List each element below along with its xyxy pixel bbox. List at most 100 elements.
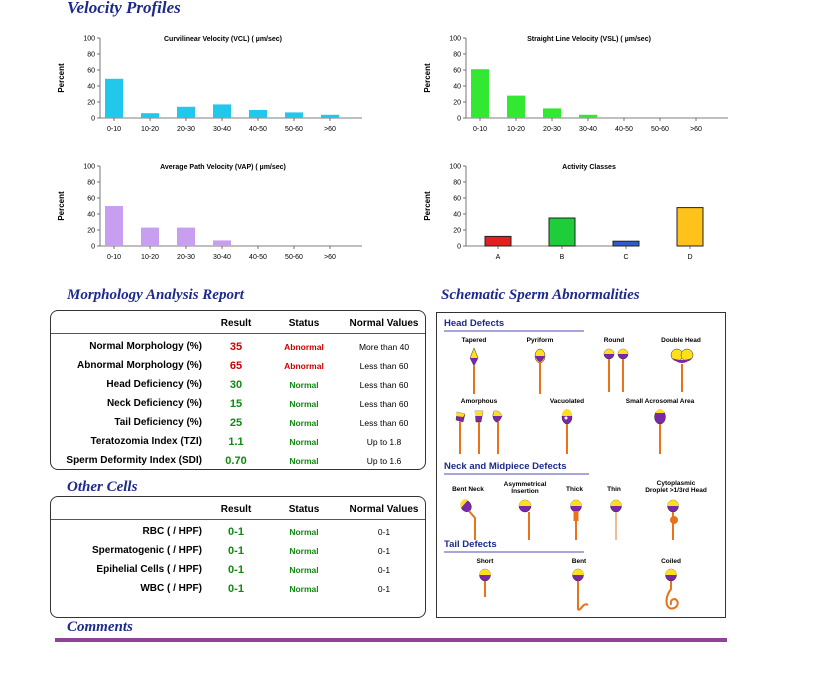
comments-divider bbox=[55, 638, 727, 642]
row-status: Normal bbox=[289, 379, 319, 390]
row-normal-value: Less than 60 bbox=[359, 360, 409, 371]
y-tick-label: 80 bbox=[87, 180, 95, 187]
bar bbox=[141, 227, 159, 246]
label-insertion: Insertion bbox=[511, 488, 539, 495]
y-tick-label: 0 bbox=[91, 244, 95, 251]
y-tick-label: 100 bbox=[449, 164, 461, 171]
schematic-title: Schematic Sperm Abnormalities bbox=[441, 287, 640, 303]
y-axis-label: Percent bbox=[57, 191, 66, 221]
sperm-tapered-icon bbox=[469, 347, 479, 394]
bar bbox=[321, 114, 339, 118]
table-row: Teratozomia Index (TZI) 1.1 Normal Up to 1.… bbox=[52, 432, 422, 451]
neck-defects-title: Neck and Midpiece Defects bbox=[444, 461, 567, 472]
row-normal-value: Up to 1.8 bbox=[366, 436, 402, 447]
bar bbox=[141, 113, 159, 118]
result-header: Result bbox=[220, 318, 252, 329]
row-label: WBC ( / HPF) bbox=[140, 583, 202, 594]
x-tick-label: 40-50 bbox=[249, 254, 267, 261]
morphology-header-row: Result Status Normal Values bbox=[52, 314, 422, 333]
chart-title: Straight Line Velocity (VSL) ( µm/sec) bbox=[527, 36, 651, 43]
row-result: 0-1 bbox=[228, 525, 244, 538]
vsl-chart: Straight Line Velocity (VSL) ( µm/sec) Pe… bbox=[416, 30, 736, 145]
sperm-short-tail-icon bbox=[479, 568, 491, 597]
bar bbox=[507, 95, 525, 118]
row-label: Head Deficiency (%) bbox=[106, 379, 202, 390]
bar bbox=[548, 217, 576, 247]
row-label: Neck Deficiency (%) bbox=[106, 398, 202, 409]
row-result: 1.1 bbox=[228, 435, 244, 448]
row-normal-value: Up to 1.6 bbox=[366, 455, 402, 466]
y-tick-label: 0 bbox=[457, 116, 461, 123]
row-result: 35 bbox=[229, 340, 243, 353]
table-row: Tail Deficiency (%) 25 Normal Less than 60 bbox=[52, 413, 422, 432]
other-cells-title: Other Cells bbox=[67, 479, 138, 495]
x-tick-label: 10-20 bbox=[507, 126, 525, 133]
y-axis-label: Percent bbox=[423, 191, 432, 221]
head-defects-title: Head Defects bbox=[444, 318, 505, 329]
label-pyriform: Pyriform bbox=[526, 337, 554, 344]
x-tick-label: 10-20 bbox=[141, 254, 159, 261]
bar bbox=[676, 207, 704, 247]
row-normal-value: 0-1 bbox=[377, 583, 391, 594]
bar bbox=[213, 240, 231, 246]
velocity-profiles-title: Velocity Profiles bbox=[67, 0, 181, 17]
sperm-double-head-icon bbox=[670, 348, 694, 392]
bar bbox=[177, 227, 195, 246]
row-normal-value: 0-1 bbox=[377, 526, 391, 537]
row-status: Normal bbox=[289, 583, 319, 594]
sperm-vacuolated-icon bbox=[561, 409, 573, 454]
table-row: Normal Morphology (%) 35 Abnormal More than… bbox=[52, 337, 422, 356]
bar bbox=[249, 110, 267, 118]
other-cells-box bbox=[50, 496, 426, 618]
row-normal-value: Less than 60 bbox=[359, 398, 409, 409]
row-result: 0-1 bbox=[228, 563, 244, 576]
y-tick-label: 100 bbox=[83, 36, 95, 43]
bar bbox=[177, 106, 195, 118]
row-status: Normal bbox=[289, 417, 319, 428]
normal-values-header: Normal Values bbox=[349, 504, 419, 515]
other-cells-table: Result Status Normal Values RBC ( / HPF)… bbox=[52, 500, 422, 598]
sperm-small-acrosomal-icon bbox=[654, 409, 666, 454]
table-row: Epihelial Cells ( / HPF) 0-1 Normal 0-1 bbox=[52, 560, 422, 579]
row-status: Normal bbox=[289, 526, 319, 537]
table-row: Neck Deficiency (%) 15 Normal Less than 60 bbox=[52, 394, 422, 413]
sperm-bent-tail-icon bbox=[572, 568, 589, 611]
x-tick-label: 50-60 bbox=[285, 254, 303, 261]
x-tick-label: 0-10 bbox=[473, 126, 487, 133]
row-label: Normal Morphology (%) bbox=[89, 341, 202, 352]
bar bbox=[579, 114, 597, 118]
row-status: Abnormal bbox=[284, 360, 324, 371]
row-status: Abnormal bbox=[284, 341, 324, 352]
y-tick-label: 40 bbox=[87, 212, 95, 219]
result-header: Result bbox=[220, 504, 252, 515]
y-tick-label: 60 bbox=[453, 196, 461, 203]
bar bbox=[484, 235, 512, 247]
chart-title: Average Path Velocity (VAP) ( µm/sec) bbox=[160, 164, 286, 171]
label-double-head: Double Head bbox=[661, 337, 701, 344]
y-tick-label: 100 bbox=[83, 164, 95, 171]
sperm-bent-neck-icon bbox=[460, 499, 476, 540]
row-normal-value: 0-1 bbox=[377, 545, 391, 556]
bar bbox=[543, 108, 561, 118]
bar bbox=[105, 206, 123, 246]
y-tick-label: 60 bbox=[87, 68, 95, 75]
label-thin: Thin bbox=[607, 486, 621, 493]
sperm-thick-icon bbox=[570, 499, 582, 540]
sperm-asymmetrical-icon bbox=[518, 499, 532, 540]
label-cytoplasmic: Cytoplasmic bbox=[656, 480, 696, 487]
x-tick-label: C bbox=[623, 254, 628, 261]
row-normal-value: Less than 60 bbox=[359, 417, 409, 428]
row-status: Normal bbox=[289, 545, 319, 556]
x-tick-label: 40-50 bbox=[615, 126, 633, 133]
y-tick-label: 60 bbox=[87, 196, 95, 203]
table-row: Sperm Deformity Index (SDI) 0.70 Normal Up … bbox=[52, 451, 422, 470]
table-row: RBC ( / HPF) 0-1 Normal 0-1 bbox=[52, 522, 422, 541]
other-cells-header-divider bbox=[51, 519, 425, 520]
table-row: WBC ( / HPF) 0-1 Normal 0-1 bbox=[52, 579, 422, 598]
neck-defects-divider bbox=[444, 473, 589, 475]
normal-values-header: Normal Values bbox=[349, 318, 419, 329]
status-header: Status bbox=[288, 504, 320, 515]
chart-title: Activity Classes bbox=[562, 164, 616, 171]
x-tick-label: >60 bbox=[324, 254, 336, 261]
schematic-panel: Head Defects Tapered Pyriform Round Doub… bbox=[436, 312, 726, 618]
